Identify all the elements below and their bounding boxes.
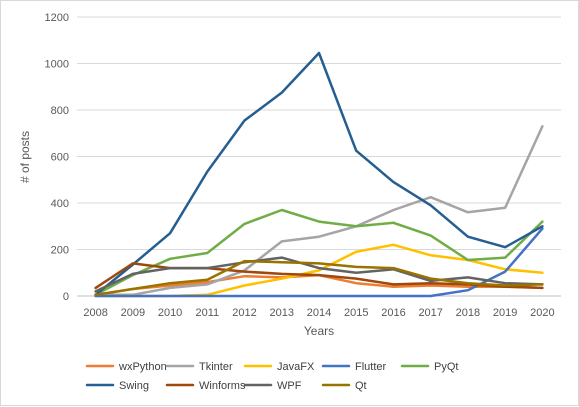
y-tick-label: 0: [63, 291, 69, 303]
x-tick-label: 2012: [232, 307, 256, 319]
series-line-flutter: [94, 227, 544, 298]
legend-label: Winforms: [199, 380, 246, 392]
x-axis-ticks: 2008 2009 2010 2011 2012 2013 2014 2015 2016 2017…: [83, 307, 554, 319]
series-line-swing: [94, 51, 544, 297]
x-tick-label: 2020: [530, 307, 554, 319]
gridlines: [77, 16, 561, 297]
series-line-pyqt: [94, 208, 544, 297]
legend-item-tkinter: Tkinter: [165, 361, 233, 373]
series-line-tkinter: [94, 125, 544, 297]
series-line-qt: [94, 259, 544, 297]
y-tick-label: 600: [51, 152, 69, 164]
legend-label: Flutter: [355, 361, 387, 373]
legend-item-wpf: WPF: [243, 380, 302, 392]
x-axis-title: Years: [304, 324, 334, 338]
x-tick-label: 2013: [270, 307, 294, 319]
legend-label: Qt: [355, 380, 367, 392]
y-tick-label: 400: [51, 198, 69, 210]
legend-label: WPF: [277, 380, 302, 392]
legend-label: Swing: [119, 380, 149, 392]
series-lines: [94, 51, 544, 298]
legend-item-swing: Swing: [85, 380, 149, 392]
legend-item-pyqt: PyQt: [400, 361, 458, 373]
x-tick-label: 2018: [456, 307, 480, 319]
legend-item-javafx: JavaFX: [243, 361, 315, 373]
y-tick-label: 1000: [45, 59, 69, 71]
x-tick-label: 2008: [83, 307, 107, 319]
x-tick-label: 2011: [195, 307, 219, 319]
legend: wxPython Tkinter JavaFX Flutter PyQt Swing Win…: [85, 361, 458, 392]
y-tick-label: 200: [51, 245, 69, 257]
x-tick-label: 2009: [121, 307, 145, 319]
y-tick-label: 1200: [45, 12, 69, 24]
x-tick-label: 2017: [418, 307, 442, 319]
y-axis-title: # of posts: [18, 131, 32, 183]
x-tick-label: 2019: [493, 307, 517, 319]
legend-item-winforms: Winforms: [165, 380, 246, 392]
legend-label: wxPython: [118, 361, 167, 373]
x-tick-label: 2014: [307, 307, 331, 319]
x-tick-label: 2016: [381, 307, 405, 319]
legend-item-wxpython: wxPython: [85, 361, 167, 373]
legend-item-qt: Qt: [321, 380, 367, 392]
legend-item-flutter: Flutter: [321, 361, 387, 373]
legend-label: Tkinter: [199, 361, 233, 373]
legend-label: JavaFX: [277, 361, 315, 373]
series-line-wpf: [94, 256, 544, 293]
y-tick-label: 800: [51, 105, 69, 117]
y-axis-ticks: 0 200 400 600 800 1000 1200: [45, 12, 69, 303]
x-tick-label: 2010: [158, 307, 182, 319]
x-tick-label: 2015: [344, 307, 368, 319]
legend-label: PyQt: [434, 361, 458, 373]
